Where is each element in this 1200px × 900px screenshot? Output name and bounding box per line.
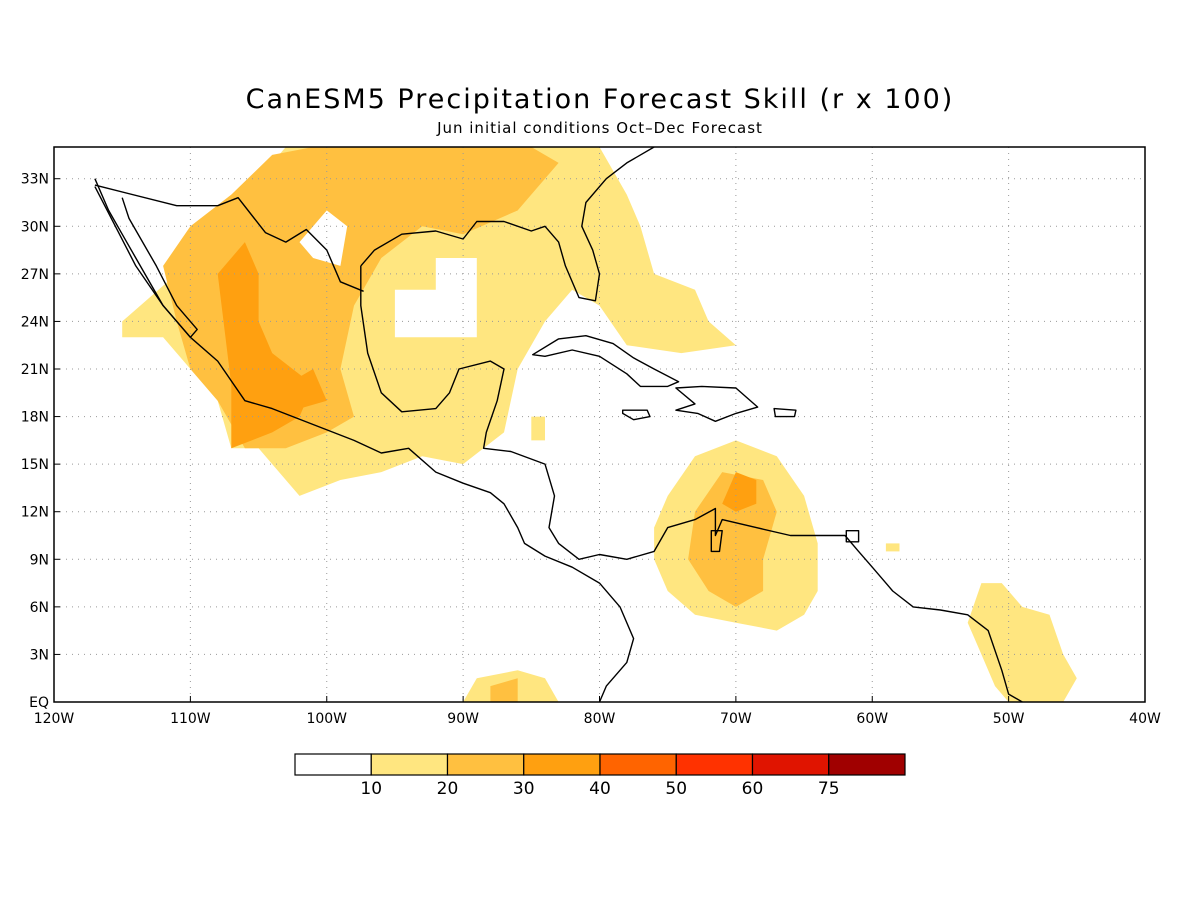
colorbar-swatch [294, 753, 372, 776]
skill-region-8 [967, 583, 1077, 702]
lat-tick-label: 15N [21, 457, 49, 473]
skill-shading [122, 147, 1077, 702]
lon-tick-label: 60W [856, 711, 888, 727]
lat-tick-label: 3N [30, 647, 49, 663]
colorbar-label: 20 [437, 779, 459, 799]
lat-tick-label: 12N [21, 505, 49, 521]
colorbar-swatch [523, 753, 601, 776]
colorbar-swatch [370, 753, 449, 776]
longitude-ticks: 120W 110W 100W 90W 80W 70W 60W 50W 40W [34, 696, 1161, 727]
baja-california [94, 186, 198, 338]
no-skill-region-1 [299, 210, 348, 266]
lat-tick-label: 21N [21, 362, 49, 378]
colorbar-swatch [828, 753, 906, 776]
lon-tick-label: 120W [34, 711, 75, 727]
jamaica [622, 409, 651, 421]
lon-tick-label: 100W [306, 711, 347, 727]
colorbar-label: 10 [360, 779, 382, 799]
colorbar-label: 30 [513, 779, 535, 799]
lat-tick-label: 27N [21, 267, 49, 283]
no-skill-areas [299, 210, 477, 338]
lat-tick-label: EQ [29, 695, 49, 711]
lake-maracaibo [710, 530, 723, 553]
lat-tick-label: 18N [21, 410, 49, 426]
puerto-rico [773, 407, 797, 418]
skill-region-10 [490, 678, 518, 702]
lon-tick-label: 70W [720, 711, 752, 727]
hispaniola [675, 385, 759, 422]
map-title: CanESM5 Precipitation Forecast Skill (r … [245, 84, 955, 115]
lon-tick-label: 110W [170, 711, 211, 727]
lat-tick-label: 6N [30, 600, 49, 616]
skill-region-3 [285, 369, 327, 409]
lat-tick-label: 24N [21, 314, 49, 330]
lon-tick-label: 40W [1129, 711, 1161, 727]
us-gulf-coast [360, 147, 655, 302]
colorbar: 10 20 30 40 50 60 75 [294, 753, 906, 799]
colorbar-label: 50 [665, 779, 687, 799]
skill-region-6 [688, 472, 777, 607]
skill-region-7 [722, 472, 757, 512]
no-skill-region-0 [394, 258, 477, 338]
colorbar-swatch [675, 753, 754, 776]
cuba [532, 335, 680, 388]
colorbar-label: 40 [589, 779, 611, 799]
lat-tick-label: 9N [30, 552, 49, 568]
skill-region-11 [531, 416, 545, 441]
lat-tick-label: 33N [21, 172, 49, 188]
map-subtitle: Jun initial conditions Oct–Dec Forecast [437, 119, 763, 137]
colorbar-swatch [751, 753, 830, 776]
trinidad [845, 530, 860, 543]
mexico-border [94, 184, 364, 292]
lon-tick-label: 50W [993, 711, 1025, 727]
lat-lon-grid [54, 147, 1145, 702]
colorbar-swatch [599, 753, 677, 776]
lon-tick-label: 80W [584, 711, 616, 727]
skill-region-12 [885, 543, 900, 552]
gulf-caribbean-coast [360, 265, 1023, 702]
lat-tick-label: 30N [21, 219, 49, 235]
coastlines [94, 147, 1023, 702]
colorbar-label: 75 [818, 779, 840, 799]
colorbar-label: 60 [742, 779, 764, 799]
lon-tick-label: 90W [447, 711, 479, 727]
colorbar-swatch [446, 753, 525, 776]
skill-region-4 [367, 147, 532, 227]
latitude-ticks: EQ 3N 6N 9N 12N 15N 18N 21N 24N 27N 30N 33N [21, 172, 60, 711]
